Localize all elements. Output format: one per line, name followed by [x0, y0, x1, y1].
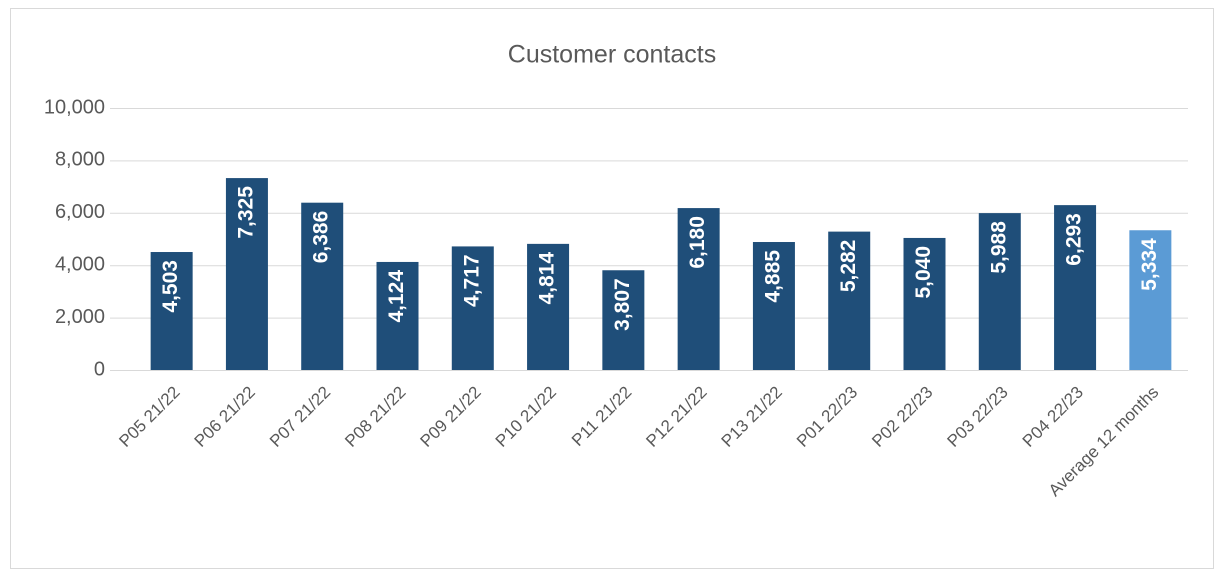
y-tick-label: 0: [94, 358, 105, 380]
bar: [301, 202, 344, 370]
y-tick-label: 8,000: [55, 149, 105, 171]
bar: [451, 246, 494, 370]
data-label: 6,293: [1063, 213, 1086, 266]
data-label: 5,040: [912, 246, 935, 299]
bar: [677, 208, 720, 370]
y-tick-label: 2,000: [55, 306, 105, 328]
bar: [978, 213, 1021, 370]
data-label: 7,325: [234, 186, 257, 239]
data-label: 4,503: [159, 260, 182, 313]
bar: [752, 242, 795, 370]
bar: [376, 261, 419, 370]
data-label: 4,124: [385, 270, 408, 323]
data-label: 6,180: [686, 216, 709, 269]
bar: [1129, 230, 1172, 370]
data-label: 6,386: [310, 211, 333, 264]
bar: [602, 270, 645, 370]
chart-title: Customer contacts: [508, 41, 716, 69]
bar: [903, 237, 946, 370]
data-label: 5,334: [1138, 238, 1161, 291]
data-label: 4,717: [460, 254, 483, 307]
data-label: 5,282: [837, 240, 860, 293]
y-tick-label: 4,000: [55, 253, 105, 275]
data-label: 3,807: [611, 278, 634, 331]
bar: [225, 178, 268, 370]
y-tick-label: 10,000: [44, 96, 105, 118]
data-label: 5,988: [987, 221, 1010, 274]
bar: [527, 243, 570, 370]
bar: [1054, 205, 1097, 370]
data-label: 4,814: [536, 252, 559, 305]
bar: [828, 231, 871, 370]
data-label: 4,885: [761, 250, 784, 303]
y-tick-label: 6,000: [55, 201, 105, 223]
bar: [150, 252, 193, 370]
